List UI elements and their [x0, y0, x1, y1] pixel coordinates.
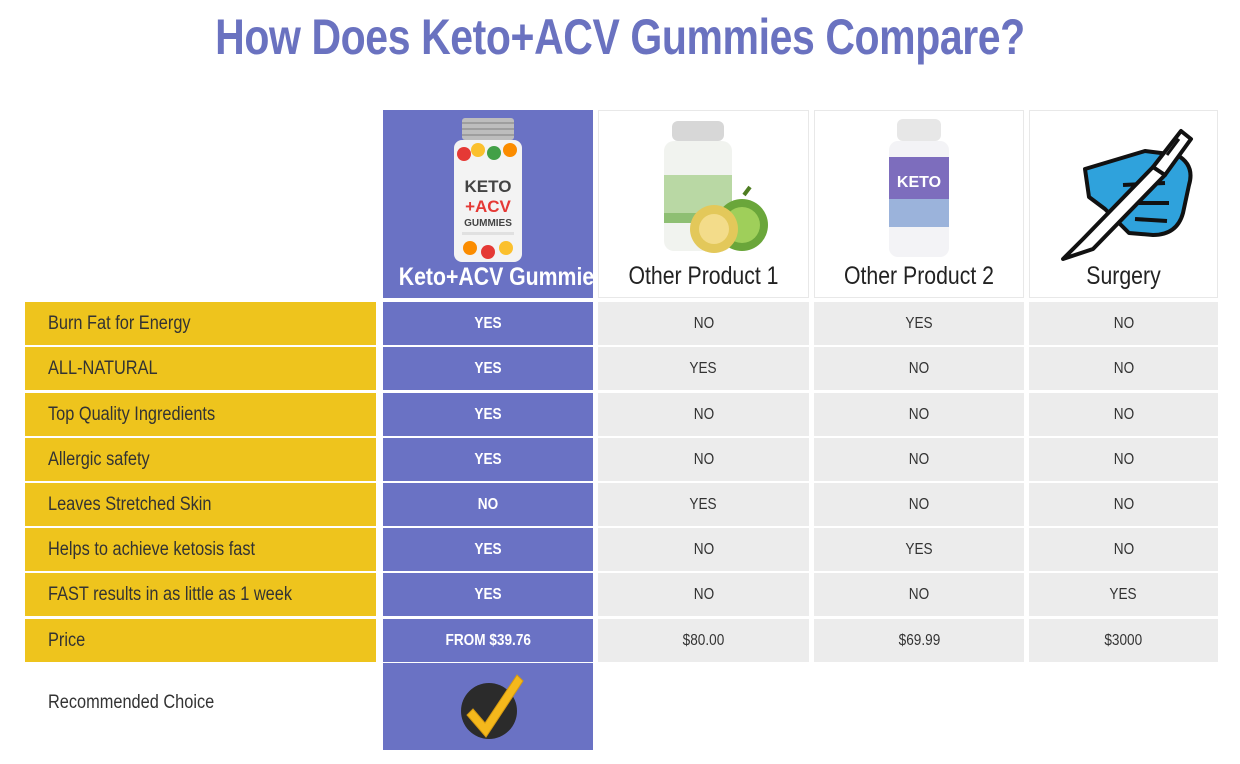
product-header-surgery: Surgery — [1029, 110, 1218, 298]
value-cell: YES — [598, 347, 809, 390]
value-cell: YES — [383, 438, 593, 481]
value-cell: $3000 — [1029, 619, 1218, 662]
value-cell: $69.99 — [814, 619, 1024, 662]
checkmark-badge-icon — [461, 674, 524, 739]
value-cell: YES — [383, 347, 593, 390]
page-title: How Does Keto+ACV Gummies Compare? — [215, 9, 1025, 65]
value-cell: FROM $39.76 — [383, 619, 593, 662]
product-name: Other Product 2 — [843, 262, 994, 290]
value-cell: NO — [1029, 483, 1218, 526]
value-cell: NO — [1029, 302, 1218, 345]
svg-text:+ACV: +ACV — [465, 197, 511, 216]
value-cell: NO — [814, 347, 1024, 390]
value-cell: YES — [814, 302, 1024, 345]
scalpel-hand-icon — [1060, 129, 1193, 261]
product-header-keto-acv: KETO +ACV GUMMIES Keto+ACV Gummies — [383, 110, 606, 298]
value-cell: YES — [383, 393, 593, 436]
value-cell: NO — [598, 438, 809, 481]
feature-label: ALL-NATURAL — [25, 347, 376, 390]
feature-label: Helps to achieve ketosis fast — [25, 528, 376, 571]
product-header-other-2: KETO Other Product 2 — [814, 110, 1024, 298]
value-cell: YES — [383, 573, 593, 616]
value-cell: YES — [1029, 573, 1218, 616]
value-cell: NO — [1029, 528, 1218, 571]
feature-label: Allergic safety — [25, 438, 376, 481]
feature-label: Burn Fat for Energy — [25, 302, 376, 345]
product-header-other-1: Other Product 1 — [598, 110, 809, 298]
value-cell: NO — [1029, 438, 1218, 481]
feature-label: FAST results in as little as 1 week — [25, 573, 376, 616]
feature-label: Leaves Stretched Skin — [25, 483, 376, 526]
value-cell: YES — [814, 528, 1024, 571]
value-cell: YES — [383, 302, 593, 345]
product-name: Surgery — [1086, 262, 1161, 290]
value-cell: NO — [814, 483, 1024, 526]
keto-acv-gummies-bottle-icon: KETO +ACV GUMMIES — [454, 118, 522, 262]
value-cell: NO — [598, 393, 809, 436]
value-cell: NO — [598, 528, 809, 571]
feature-label: Top Quality Ingredients — [25, 393, 376, 436]
value-cell: NO — [1029, 347, 1218, 390]
svg-text:KETO: KETO — [465, 177, 512, 196]
value-cell: YES — [383, 528, 593, 571]
recommended-cell — [383, 663, 593, 750]
value-cell: NO — [598, 302, 809, 345]
value-cell: NO — [814, 573, 1024, 616]
value-cell: NO — [598, 573, 809, 616]
product-name: Other Product 1 — [628, 262, 779, 290]
recommended-label: Recommended Choice — [48, 692, 215, 713]
value-cell: NO — [814, 393, 1024, 436]
keto-bottle-icon: KETO — [889, 119, 949, 257]
feature-label: Price — [25, 619, 376, 662]
svg-text:KETO: KETO — [897, 174, 941, 191]
svg-text:GUMMIES: GUMMIES — [464, 218, 512, 229]
value-cell: NO — [383, 483, 593, 526]
value-cell: $80.00 — [598, 619, 809, 662]
product-name: Keto+ACV Gummies — [398, 263, 606, 291]
value-cell: YES — [598, 483, 809, 526]
value-cell: NO — [814, 438, 1024, 481]
garcinia-bottle-icon — [663, 121, 768, 253]
value-cell: NO — [1029, 393, 1218, 436]
